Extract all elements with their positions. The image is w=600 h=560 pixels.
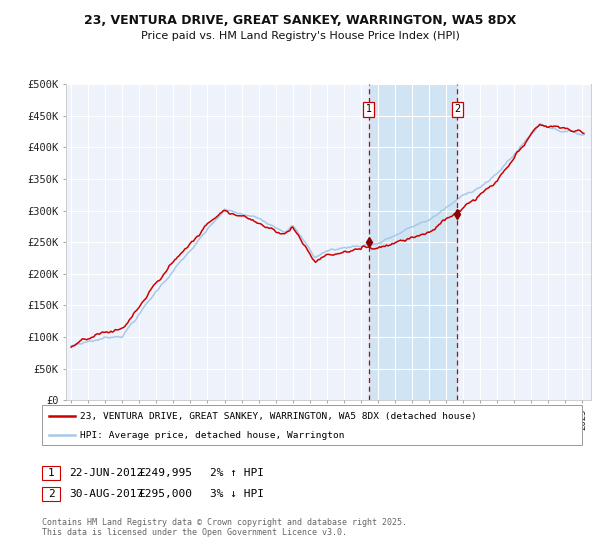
Text: 22-JUN-2012: 22-JUN-2012 (69, 468, 143, 478)
Text: HPI: Average price, detached house, Warrington: HPI: Average price, detached house, Warr… (80, 431, 344, 440)
Text: Price paid vs. HM Land Registry's House Price Index (HPI): Price paid vs. HM Land Registry's House … (140, 31, 460, 41)
Text: Contains HM Land Registry data © Crown copyright and database right 2025.
This d: Contains HM Land Registry data © Crown c… (42, 518, 407, 538)
Text: 23, VENTURA DRIVE, GREAT SANKEY, WARRINGTON, WA5 8DX (detached house): 23, VENTURA DRIVE, GREAT SANKEY, WARRING… (80, 412, 476, 421)
Text: £295,000: £295,000 (138, 489, 192, 499)
Text: £249,995: £249,995 (138, 468, 192, 478)
Text: 1: 1 (366, 104, 372, 114)
Text: 2% ↑ HPI: 2% ↑ HPI (210, 468, 264, 478)
Text: 23, VENTURA DRIVE, GREAT SANKEY, WARRINGTON, WA5 8DX: 23, VENTURA DRIVE, GREAT SANKEY, WARRING… (84, 14, 516, 27)
Text: 3% ↓ HPI: 3% ↓ HPI (210, 489, 264, 499)
Bar (369, 84, 457, 400)
Text: 30-AUG-2017: 30-AUG-2017 (69, 489, 143, 499)
Text: 2: 2 (454, 104, 460, 114)
Text: 2: 2 (47, 489, 55, 499)
Text: 1: 1 (47, 468, 55, 478)
